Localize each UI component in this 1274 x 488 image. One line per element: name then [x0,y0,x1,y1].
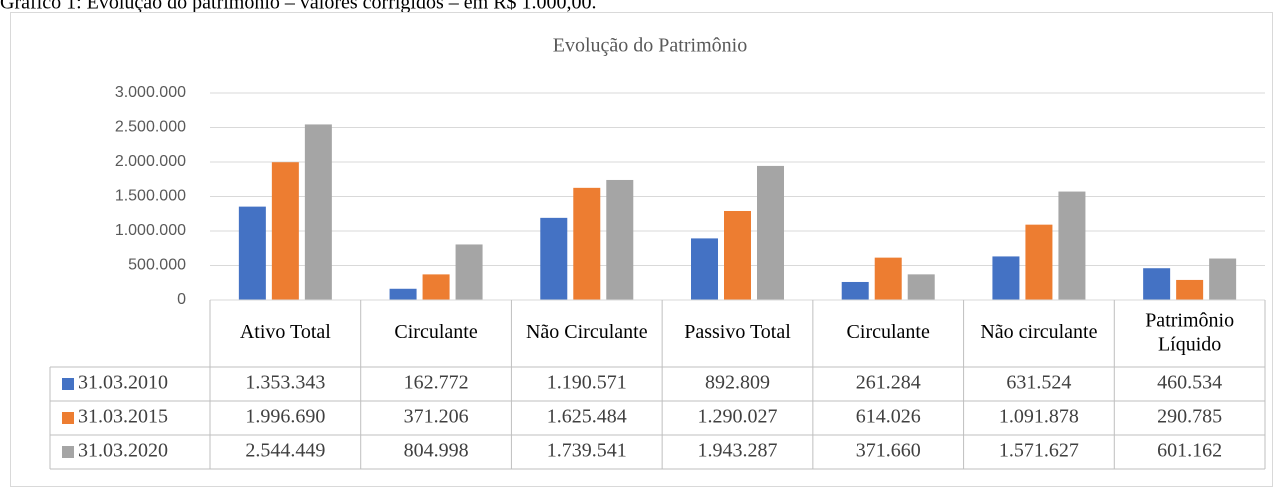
bar [304,124,332,301]
data-label: 614.026 [856,406,921,428]
y-tick-label: 2.000.000 [115,153,186,170]
x-tick-label: Circulante [394,321,477,343]
x-tick-label: Patrimônio Líquido [1145,309,1234,355]
y-tick-label: 500.000 [128,257,186,274]
data-label: 261.284 [856,372,921,394]
legend-label: 31.03.2010 [78,372,168,394]
bar [841,281,869,300]
bar [874,257,902,300]
data-label: 162.772 [404,372,469,394]
data-label: 1.190.571 [547,372,627,394]
bar [606,179,634,300]
legend-label: 31.03.2015 [78,406,168,428]
y-tick-label: 3.000.000 [115,84,186,101]
x-tick-label: Não circulante [980,321,1097,343]
x-tick-label: Circulante [847,321,930,343]
data-label: 631.524 [1006,372,1071,394]
chart-title: Evolução do Patrimônio [553,35,747,57]
data-label: 460.534 [1157,372,1222,394]
bar [389,288,417,300]
bar [540,217,568,300]
x-tick-label: Ativo Total [240,321,331,343]
legend-key [62,412,74,424]
legend-key [62,378,74,390]
bar [907,274,935,300]
x-tick-label: Passivo Total [684,321,791,343]
data-label: 601.162 [1157,440,1222,462]
data-label: 1.625.484 [547,406,627,428]
caption: Gráfico 1: Evolução do patrimônio – valo… [0,0,597,14]
bar [1143,268,1171,300]
x-tick-label: Não Circulante [526,321,648,343]
data-label: 1.739.541 [547,440,627,462]
bar [573,187,601,300]
bar [1025,224,1053,300]
data-label: 1.091.878 [999,406,1079,428]
legend-key [62,446,74,458]
chart-border [10,12,1273,487]
y-tick-label: 1.500.000 [115,188,186,205]
bar [455,244,483,300]
bar [271,162,299,300]
bar [992,256,1020,300]
data-label: 1.353.343 [245,372,325,394]
data-label: 1.571.627 [999,440,1079,462]
data-label: 290.785 [1157,406,1222,428]
y-tick-label: 0 [177,291,186,308]
bar [757,165,784,300]
y-tick-label: 1.000.000 [115,222,186,239]
data-label: 1.943.287 [698,440,778,462]
bar [422,274,450,300]
bar [1058,191,1086,300]
bar [1209,258,1237,300]
data-label: 892.809 [705,372,770,394]
data-label: 371.660 [856,440,921,462]
bar [691,238,718,300]
bar [1176,279,1204,300]
data-label: 804.998 [404,440,469,462]
data-label: 1.290.027 [698,406,778,428]
legend-label: 31.03.2020 [78,440,168,462]
bar [724,210,751,300]
data-label: 2.544.449 [245,440,325,462]
y-tick-label: 2.500.000 [115,119,186,136]
bar [238,206,266,300]
data-label: 1.996.690 [245,406,325,428]
data-label: 371.206 [404,406,469,428]
